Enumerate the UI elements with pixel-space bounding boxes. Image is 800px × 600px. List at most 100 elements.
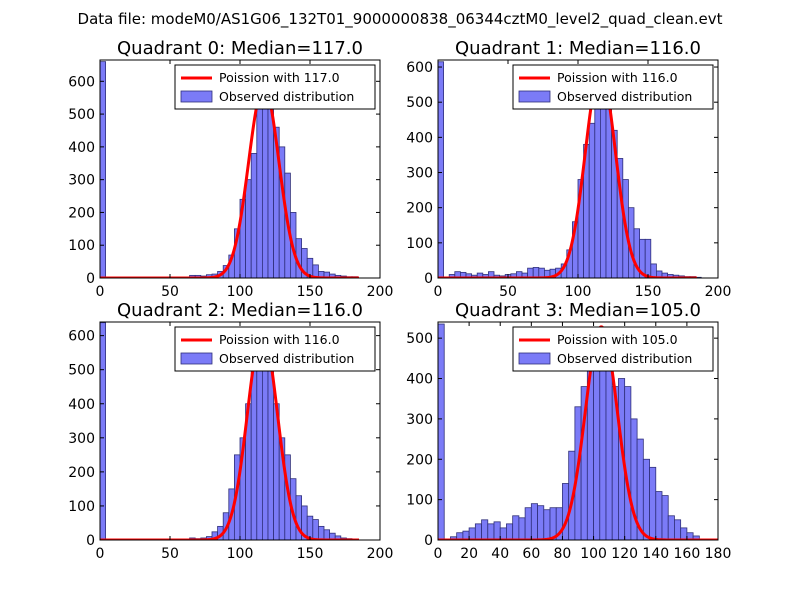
histogram-bar xyxy=(642,458,650,540)
y-tick-label: 200 xyxy=(68,205,95,221)
y-tick-label: 300 xyxy=(68,431,95,447)
x-tick-label: 200 xyxy=(367,546,394,562)
legend: Poission with 116.0 Observed distribution xyxy=(512,64,714,110)
x-tick-label: 100 xyxy=(227,284,254,300)
y-tick-label: 200 xyxy=(406,201,433,217)
histogram-bar xyxy=(518,517,526,540)
histogram-bar xyxy=(524,507,532,540)
x-tick-label: 100 xyxy=(565,284,592,300)
histogram-bar xyxy=(267,362,274,540)
histogram-bar xyxy=(481,519,489,540)
x-tick-label: 160 xyxy=(674,546,701,562)
x-tick-label: 140 xyxy=(642,546,669,562)
legend: Poission with 116.0 Observed distribution xyxy=(174,326,376,372)
histogram-bar xyxy=(468,527,476,540)
histogram-bar xyxy=(680,527,688,540)
x-tick-label: 40 xyxy=(491,546,509,562)
subplot-grid: 0 50 100 150 2000100200300400500600Quadrant … xyxy=(68,38,731,562)
y-tick-label: 500 xyxy=(406,95,433,111)
histogram-bar xyxy=(493,521,501,540)
y-tick-label: 500 xyxy=(68,363,95,379)
y-tick-label: 400 xyxy=(406,372,433,388)
histogram-bar xyxy=(267,100,274,278)
subplot-quadrant-0: 0 50 100 150 200 0 100 200 300 400 500 600 Quadrant … xyxy=(68,38,393,300)
y-tick-label: 600 xyxy=(406,60,433,76)
histogram-bar xyxy=(593,370,601,540)
legend-bar-swatch xyxy=(180,352,213,365)
legend-label-observed: Observed distribution xyxy=(557,351,692,366)
x-tick-label: 0 xyxy=(434,546,443,562)
histogram-bar xyxy=(100,61,106,278)
histogram-bar xyxy=(438,61,444,278)
histogram-bar xyxy=(655,491,663,540)
x-tick-label: 120 xyxy=(611,546,638,562)
y-tick-label: 300 xyxy=(406,412,433,428)
x-tick-label: 50 xyxy=(161,546,179,562)
x-tick-label: 150 xyxy=(635,284,662,300)
histogram-bar xyxy=(317,525,325,540)
y-tick-label: 400 xyxy=(406,130,433,146)
plot-area xyxy=(100,61,360,278)
histogram-bar xyxy=(588,122,596,278)
histogram-bar xyxy=(543,509,551,540)
histogram-bar xyxy=(600,87,607,278)
histogram-bar xyxy=(474,523,482,540)
legend-label-poisson: Poission with 117.0 xyxy=(219,70,340,85)
legend-bar-swatch xyxy=(180,90,213,103)
axes-frame xyxy=(437,321,719,541)
legend-bar-swatch xyxy=(518,90,551,103)
histogram-bar xyxy=(245,179,252,278)
x-tick-label: 60 xyxy=(522,546,540,562)
histogram-bar xyxy=(506,523,514,540)
subplot-title: Quadrant 1: Median=116.0 xyxy=(455,38,701,59)
subplot-title: Quadrant 0: Median=117.0 xyxy=(117,38,363,59)
histogram-bar xyxy=(594,94,601,278)
figure-suptitle: Data file: modeM0/AS1G06_132T01_90000008… xyxy=(78,10,723,29)
histogram-bar xyxy=(100,322,106,540)
y-tick-label: 100 xyxy=(68,238,95,254)
x-tick-label: 150 xyxy=(297,546,324,562)
histogram-bar xyxy=(487,523,495,540)
x-tick-label: 50 xyxy=(161,284,179,300)
histogram-bar xyxy=(644,238,652,278)
y-tick-label: 100 xyxy=(406,493,433,509)
x-tick-label: 0 xyxy=(96,546,105,562)
histogram-bar xyxy=(667,515,675,540)
histogram-bar xyxy=(512,515,520,540)
histogram-bar xyxy=(530,503,538,540)
y-tick-label: 0 xyxy=(424,533,433,549)
x-tick-label: 100 xyxy=(580,546,607,562)
x-tick-label: 80 xyxy=(554,546,572,562)
legend-label-poisson: Poission with 105.0 xyxy=(557,332,678,347)
x-tick-label: 0 xyxy=(96,284,105,300)
legend-label-observed: Observed distribution xyxy=(219,89,354,104)
legend-bar-swatch xyxy=(518,352,551,365)
histogram-bar xyxy=(256,100,263,278)
subplot-quadrant-3: 0 20 40 60 80 100 120 140 160 1800100200300400500… xyxy=(406,300,731,562)
legend: Poission with 105.0 Observed distribution xyxy=(512,326,714,372)
legend: Poission with 117.0 Observed distribution xyxy=(174,64,376,110)
x-tick-label: 200 xyxy=(367,284,394,300)
y-tick-label: 600 xyxy=(68,74,95,90)
histogram-bar xyxy=(438,323,445,540)
y-tick-label: 600 xyxy=(68,329,95,345)
x-tick-label: 150 xyxy=(297,284,324,300)
x-tick-label: 50 xyxy=(499,284,517,300)
y-tick-label: 500 xyxy=(406,331,433,347)
y-tick-label: 100 xyxy=(68,499,95,515)
y-tick-label: 100 xyxy=(406,236,433,252)
y-tick-label: 0 xyxy=(86,533,95,549)
y-tick-label: 300 xyxy=(68,173,95,189)
y-tick-label: 0 xyxy=(424,271,433,287)
histogram-bar xyxy=(261,90,269,278)
y-tick-label: 400 xyxy=(68,140,95,156)
subplot-quadrant-2: 0 50 100 150 200 0 100 200 300 400 500 600 Quadrant … xyxy=(68,300,393,562)
poisson-curve xyxy=(100,84,360,278)
legend-label-observed: Observed distribution xyxy=(219,351,354,366)
legend-label-poisson: Poission with 116.0 xyxy=(219,332,340,347)
y-tick-label: 400 xyxy=(68,397,95,413)
histogram-bar xyxy=(674,519,682,540)
x-tick-label: 200 xyxy=(705,284,732,300)
legend-label-poisson: Poission with 116.0 xyxy=(557,70,678,85)
